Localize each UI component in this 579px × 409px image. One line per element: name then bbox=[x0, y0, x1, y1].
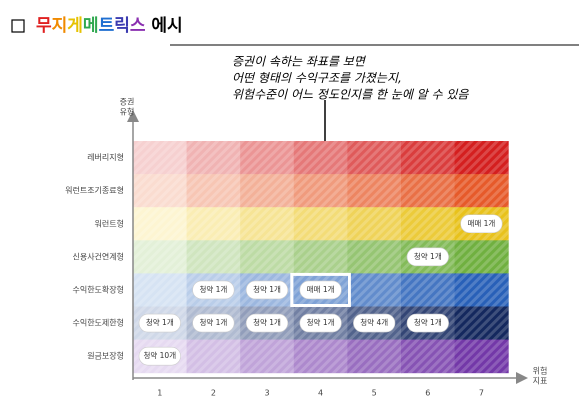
row-label: 원금보장형 bbox=[87, 351, 124, 361]
badge bbox=[245, 280, 289, 300]
badge-label: 청약 4개 bbox=[360, 317, 388, 327]
cell-pattern bbox=[133, 174, 188, 208]
column-label: 3 bbox=[264, 389, 269, 398]
cell-pattern bbox=[347, 174, 402, 208]
badge bbox=[192, 280, 235, 300]
y-axis-label: 증권 bbox=[120, 97, 135, 107]
cell-pattern bbox=[454, 339, 509, 374]
cell-pattern bbox=[454, 141, 509, 175]
cell-pattern bbox=[240, 141, 295, 175]
cell-pattern bbox=[133, 273, 188, 307]
column-label: 6 bbox=[425, 389, 430, 398]
badge-label: 청약 1개 bbox=[199, 317, 227, 327]
cell-pattern bbox=[293, 141, 348, 175]
row-label: 워런트형 bbox=[95, 218, 124, 228]
cell-pattern bbox=[133, 141, 188, 175]
cell-pattern bbox=[293, 240, 348, 274]
title: 무지게메트릭스 에시 bbox=[36, 16, 183, 36]
badge bbox=[299, 280, 342, 300]
badge bbox=[353, 313, 396, 333]
cell-pattern bbox=[347, 240, 402, 274]
cell-pattern bbox=[347, 273, 402, 307]
badge bbox=[245, 313, 289, 333]
badge-label: 청약 1개 bbox=[146, 317, 174, 327]
column-label: 4 bbox=[318, 389, 323, 398]
badge bbox=[299, 313, 342, 333]
cell-pattern bbox=[186, 174, 241, 208]
badge-label: 청약 1개 bbox=[253, 317, 281, 327]
cell-pattern bbox=[401, 174, 456, 208]
cell-pattern bbox=[240, 174, 295, 208]
cell-pattern bbox=[454, 174, 509, 208]
cell-pattern bbox=[293, 339, 348, 374]
badge bbox=[138, 313, 181, 333]
row-label: 수익한도확장형 bbox=[72, 284, 124, 294]
row-label: 레버리지형 bbox=[87, 152, 124, 162]
badge bbox=[406, 247, 449, 267]
cell-pattern bbox=[347, 207, 402, 241]
badge-label: 청약 1개 bbox=[253, 284, 281, 294]
badge-label: 청약 1개 bbox=[414, 251, 442, 261]
cell-pattern bbox=[240, 207, 295, 241]
cell-pattern bbox=[240, 240, 295, 274]
y-axis-label: 유형 bbox=[120, 108, 135, 117]
cell-pattern bbox=[186, 207, 241, 241]
annotation-line: 증권이 속하는 좌표를 보면 bbox=[232, 55, 367, 69]
cell-pattern bbox=[401, 273, 456, 307]
cell-pattern bbox=[186, 240, 241, 274]
x-axis-label: 위험 bbox=[533, 367, 548, 376]
x-axis-label: 지표 bbox=[533, 377, 548, 386]
cell-pattern bbox=[347, 339, 402, 374]
badge bbox=[406, 313, 449, 333]
annotation-line: 어떤 형태의 수익구조를 가졌는지, bbox=[232, 71, 402, 85]
cell-pattern bbox=[401, 207, 456, 241]
cell-pattern bbox=[454, 240, 509, 274]
badge bbox=[138, 346, 181, 366]
cell-pattern bbox=[133, 240, 188, 274]
cell-pattern bbox=[186, 339, 241, 374]
badge bbox=[192, 313, 235, 333]
badge-label: 매매 1개 bbox=[467, 218, 495, 228]
badge-label: 청약 1개 bbox=[307, 317, 335, 327]
column-label: 2 bbox=[211, 389, 216, 398]
highlight-box bbox=[290, 272, 351, 307]
row-label: 신용사건연계형 bbox=[72, 251, 124, 261]
cell-pattern bbox=[401, 339, 456, 374]
row-label: 수익한도제한형 bbox=[72, 318, 124, 328]
cell-pattern bbox=[293, 174, 348, 208]
column-label: 7 bbox=[479, 389, 484, 398]
cell-pattern bbox=[347, 141, 402, 175]
badge bbox=[460, 214, 503, 234]
annotation-line: 위험수준이 어느 정도인지를 한 눈에 알 수 있음 bbox=[232, 88, 469, 102]
checkbox bbox=[11, 19, 25, 33]
badge-label: 매매 1개 bbox=[307, 284, 335, 294]
cell-pattern bbox=[454, 306, 509, 341]
column-label: 1 bbox=[157, 389, 162, 398]
badge-label: 청약 10개 bbox=[143, 350, 176, 360]
cell-pattern bbox=[293, 207, 348, 241]
column-label: 5 bbox=[372, 389, 377, 398]
cell-pattern bbox=[401, 141, 456, 175]
matrix: 레버리지형워런트조기종료형워런트형신용사건연계형수익한도확장형수익한도제한형원금… bbox=[65, 141, 509, 398]
cell-pattern bbox=[133, 207, 188, 241]
row-label: 워런트조기종료형 bbox=[65, 185, 124, 195]
cell-pattern bbox=[454, 273, 509, 307]
badge-label: 청약 1개 bbox=[199, 284, 227, 294]
cell-pattern bbox=[240, 339, 295, 374]
badge-label: 청약 1개 bbox=[414, 317, 442, 327]
cell-pattern bbox=[186, 141, 241, 175]
